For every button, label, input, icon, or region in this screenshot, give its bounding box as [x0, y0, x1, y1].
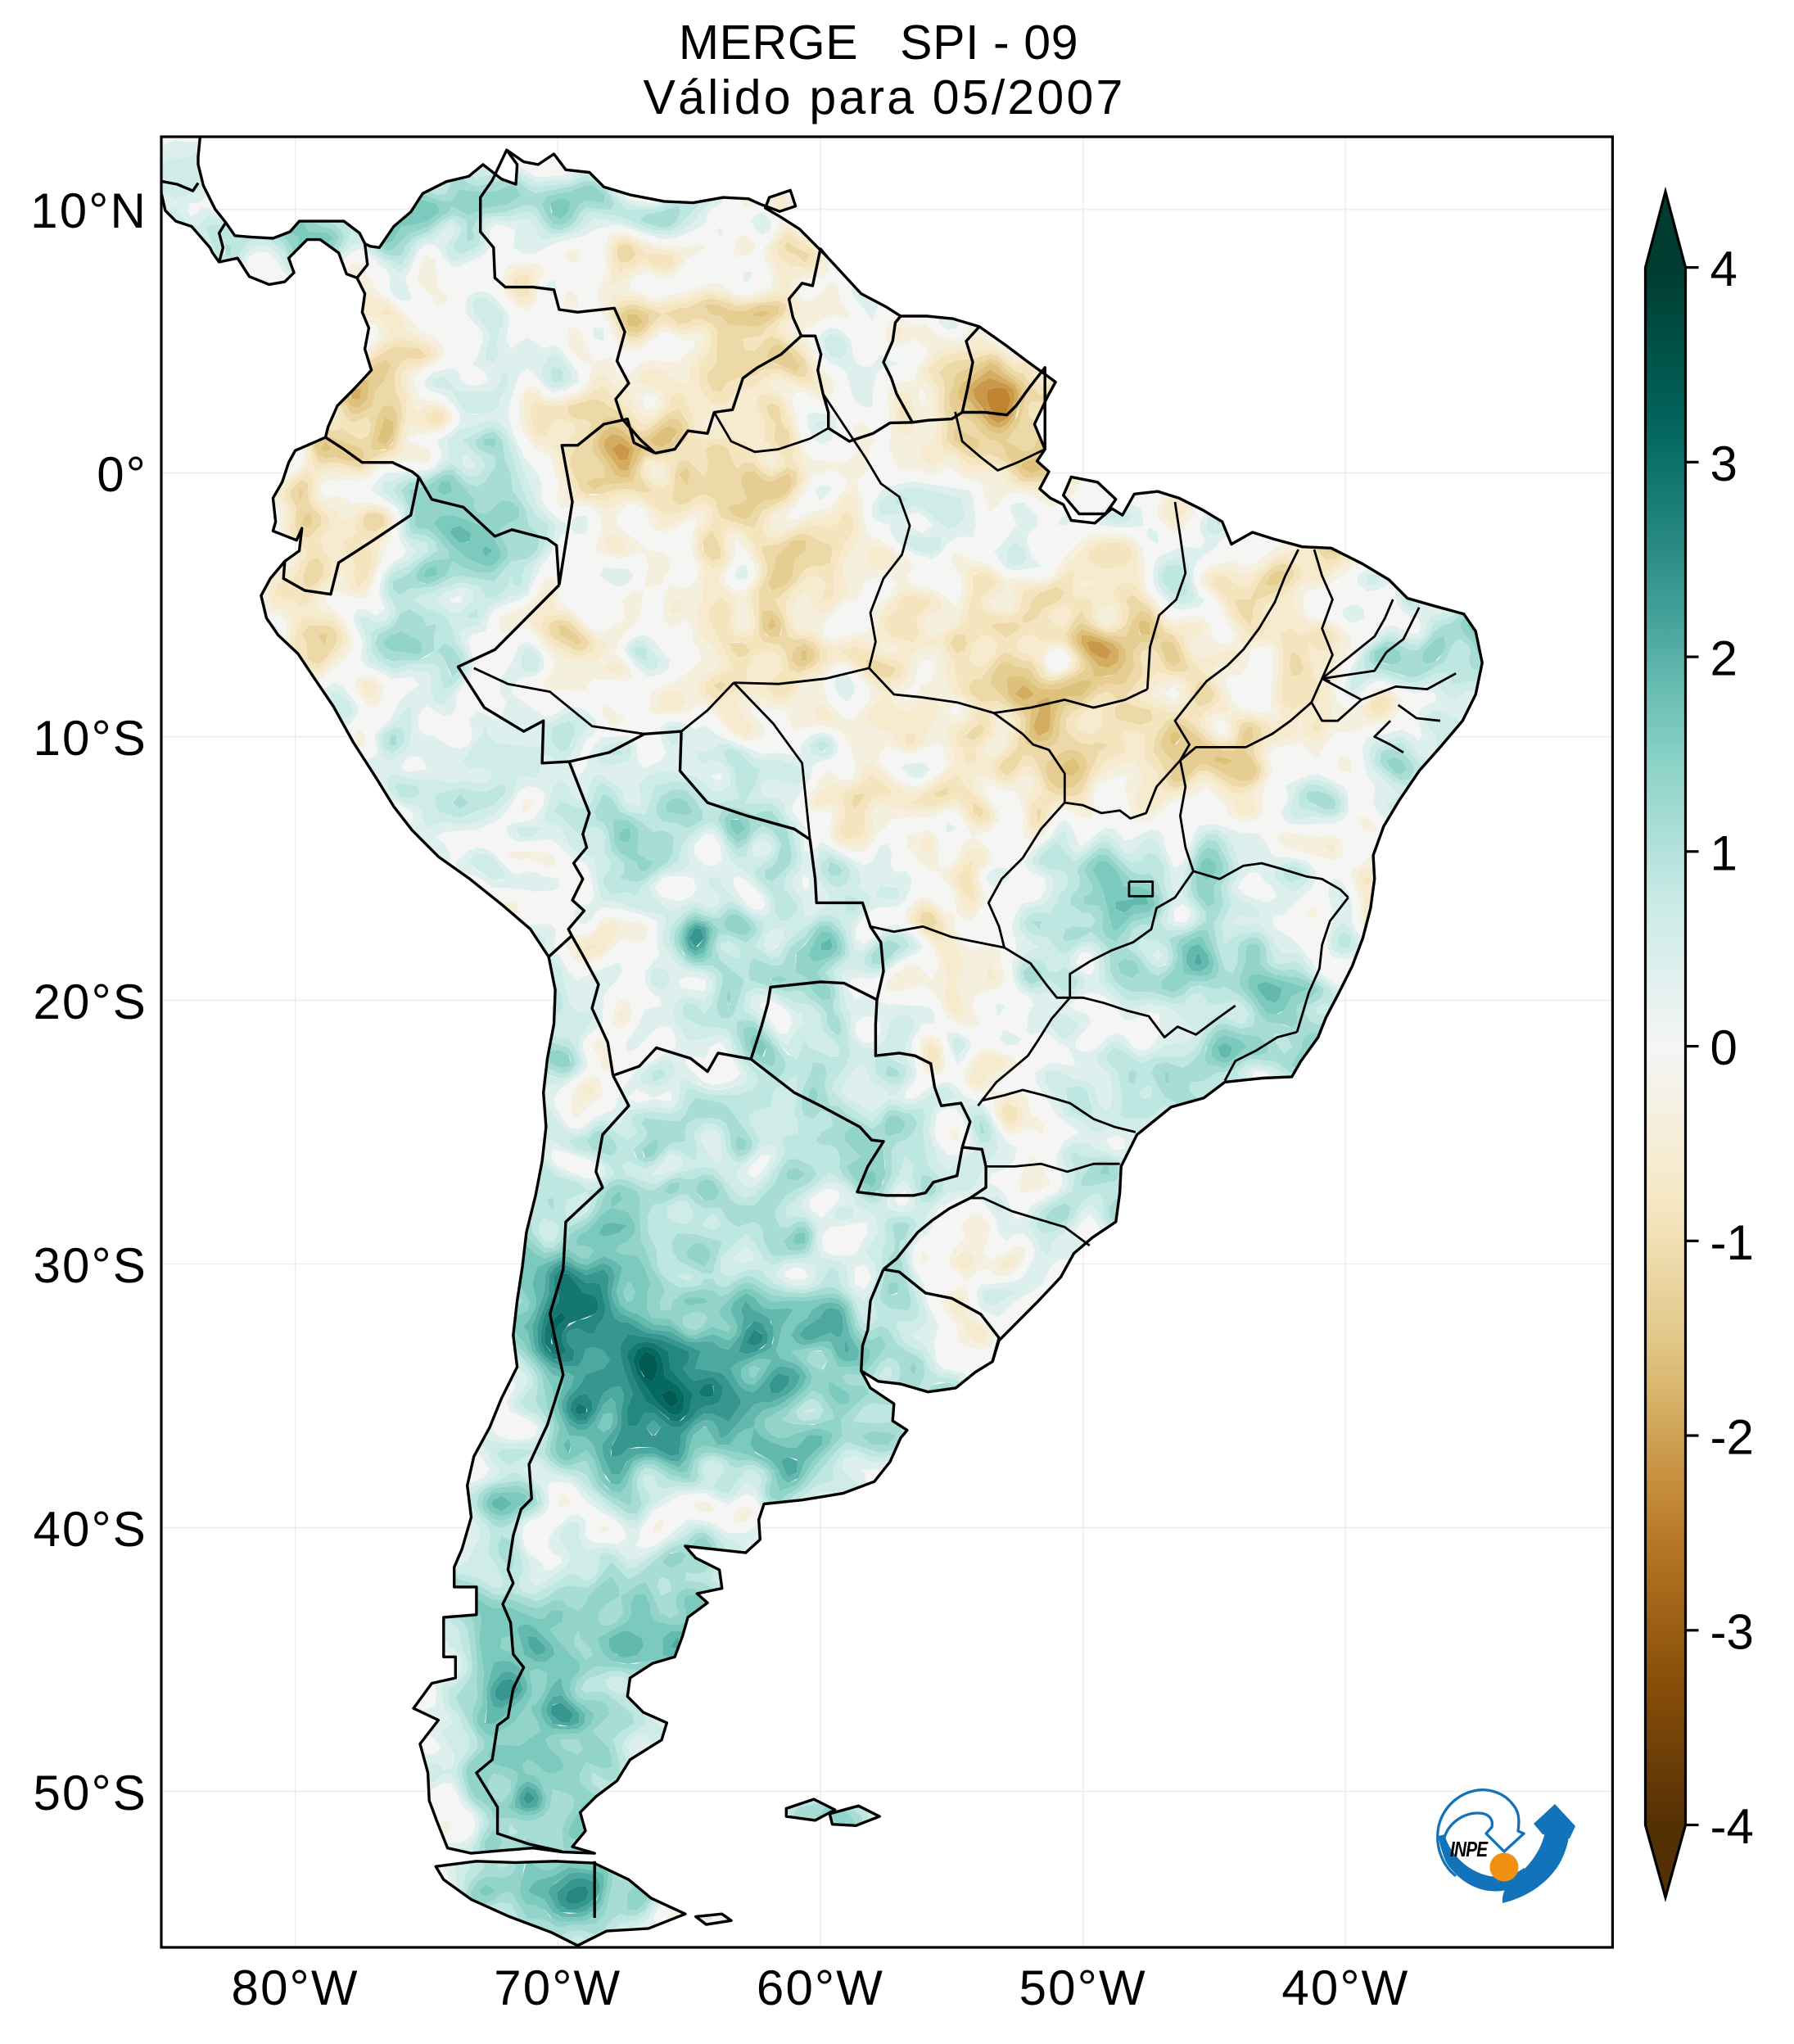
svg-text:40°W: 40°W	[1281, 1960, 1409, 2015]
svg-text:1: 1	[1710, 825, 1738, 880]
svg-text:-4: -4	[1710, 1799, 1754, 1854]
svg-text:0: 0	[1710, 1020, 1738, 1075]
svg-text:4: 4	[1710, 242, 1738, 296]
svg-text:-1: -1	[1710, 1215, 1754, 1270]
svg-text:40°S: 40°S	[33, 1502, 147, 1557]
svg-text:Válido para 05/2007: Válido para 05/2007	[644, 70, 1126, 124]
svg-text:30°S: 30°S	[33, 1238, 147, 1293]
svg-text:10°N: 10°N	[30, 183, 147, 238]
svg-text:INPE: INPE	[1450, 1838, 1489, 1861]
svg-text:MERGE SPI - 09: MERGE SPI - 09	[679, 16, 1078, 70]
svg-text:10°S: 10°S	[33, 711, 147, 766]
svg-text:-3: -3	[1710, 1604, 1754, 1659]
svg-text:0°: 0°	[97, 447, 147, 502]
svg-text:50°S: 50°S	[33, 1766, 147, 1820]
svg-text:20°S: 20°S	[33, 975, 147, 1029]
svg-text:70°W: 70°W	[494, 1960, 621, 2015]
svg-text:2: 2	[1710, 631, 1738, 686]
svg-text:3: 3	[1710, 436, 1738, 491]
svg-text:50°W: 50°W	[1019, 1960, 1147, 2015]
svg-text:80°W: 80°W	[232, 1960, 359, 2015]
svg-text:-2: -2	[1710, 1410, 1754, 1465]
svg-text:60°W: 60°W	[757, 1960, 884, 2015]
